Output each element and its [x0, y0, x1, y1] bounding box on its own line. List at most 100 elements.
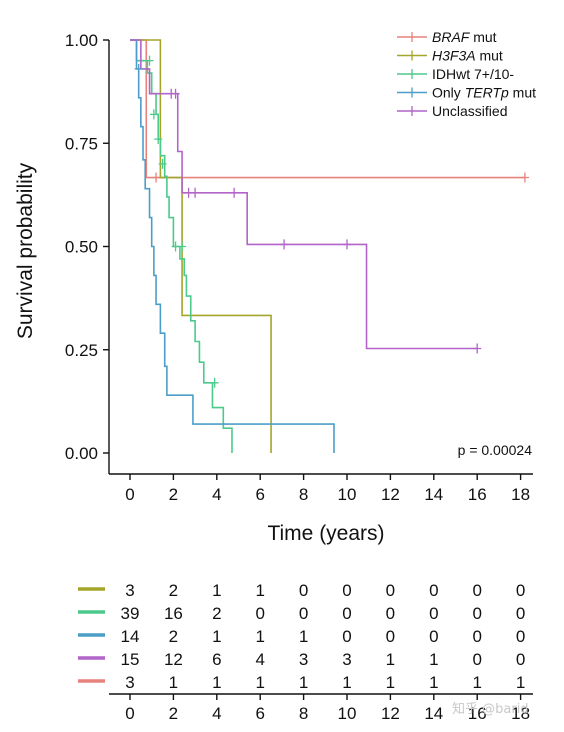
y-tick-label: 1.00 — [65, 31, 98, 50]
y-tick-label: 0.75 — [65, 134, 98, 153]
x-tick-label: 10 — [338, 485, 357, 504]
risk-cell: 0 — [516, 581, 525, 600]
legend-label: BRAF mut — [432, 29, 497, 45]
risk-cell: 1 — [255, 627, 264, 646]
risk-cell: 1 — [472, 673, 481, 692]
legend-label-part: BRAF — [432, 29, 471, 45]
y-tick-label: 0.50 — [65, 238, 98, 257]
legend-label-part: TERTp — [465, 85, 509, 101]
censor-mark — [149, 109, 158, 120]
risk-x-tick-label: 18 — [511, 704, 530, 723]
risk-cell: 15 — [121, 650, 140, 669]
censor-mark — [178, 241, 187, 252]
risk-cell: 0 — [299, 604, 308, 623]
risk-cell: 3 — [125, 673, 134, 692]
censor-mark — [191, 187, 200, 198]
x-tick-label: 6 — [255, 485, 264, 504]
legend-label-part: Unclassified — [432, 103, 507, 119]
legend-label: Unclassified — [432, 103, 507, 119]
risk-cell: 0 — [429, 581, 438, 600]
risk-cell: 0 — [472, 581, 481, 600]
risk-x-tick-label: 8 — [299, 704, 308, 723]
risk-cell: 0 — [516, 604, 525, 623]
legend-label-part: mut — [469, 29, 496, 45]
risk-cell: 1 — [212, 673, 221, 692]
p-value-annotation: p = 0.00024 — [458, 442, 533, 458]
censor-mark — [210, 377, 219, 388]
x-tick-label: 16 — [468, 485, 487, 504]
risk-cell: 6 — [212, 650, 221, 669]
risk-x-tick-label: 2 — [169, 704, 178, 723]
risk-cell: 12 — [164, 650, 183, 669]
x-axis-title: Time (years) — [267, 522, 384, 545]
legend-label: IDHwt 7+/10- — [432, 66, 514, 82]
legend-label-part: mut — [476, 48, 503, 64]
censor-mark — [520, 172, 529, 183]
y-tick-label: 0.25 — [65, 341, 98, 360]
censor-mark — [158, 158, 167, 169]
legend-label-part: H3F3A — [432, 48, 476, 64]
risk-cell: 0 — [516, 650, 525, 669]
x-tick-label: 0 — [125, 485, 134, 504]
risk-cell: 1 — [386, 673, 395, 692]
risk-cell: 3 — [299, 650, 308, 669]
x-ticks: 0 2 4 6 8 10 12 14 16 18 — [125, 474, 530, 504]
risk-cell: 0 — [429, 627, 438, 646]
risk-cell: 0 — [342, 604, 351, 623]
risk-cell: 14 — [121, 627, 140, 646]
risk-cell: 2 — [169, 581, 178, 600]
risk-cell: 0 — [386, 581, 395, 600]
censor-mark — [473, 343, 482, 354]
risk-cell: 0 — [299, 581, 308, 600]
risk-x-tick-label: 0 — [125, 704, 134, 723]
x-tick-label: 4 — [212, 485, 221, 504]
risk-cell: 0 — [342, 581, 351, 600]
risk-cell: 2 — [212, 604, 221, 623]
risk-table: 3 2 1 1 0 0 0 0 0 039 16 2 0 0 0 0 0 0 014 2 1 1 1 0 0 0 0 015 12 6 4 3… — [78, 581, 533, 723]
y-axis-title: Survival probability — [14, 162, 37, 339]
x-tick-label: 12 — [381, 485, 400, 504]
legend-label-part: mut — [509, 85, 536, 101]
censor-mark — [230, 187, 239, 198]
risk-x-tick-label: 6 — [255, 704, 264, 723]
survival-curve-3 — [130, 39, 335, 453]
censor-mark — [343, 239, 351, 250]
risk-cell: 1 — [429, 673, 438, 692]
risk-table-rows: 3 2 1 1 0 0 0 0 0 0 39 16 2 0 0 0 0 0 0 0 14 2 1 1 1 0 0 0 0 0 15 12 6 4 3… — [78, 581, 525, 692]
risk-cell: 0 — [429, 604, 438, 623]
risk-cell: 0 — [255, 604, 264, 623]
risk-cell: 3 — [125, 581, 134, 600]
risk-cell: 0 — [472, 650, 481, 669]
censor-mark — [145, 55, 154, 66]
risk-cell: 1 — [212, 627, 221, 646]
risk-cell: 16 — [164, 604, 183, 623]
censor-mark — [152, 172, 161, 183]
risk-table-x-ticks: 0 2 4 6 8 10 12 14 16 18 — [125, 694, 530, 723]
axes — [108, 40, 533, 475]
risk-cell: 1 — [429, 650, 438, 669]
risk-x-tick-label: 10 — [338, 704, 357, 723]
risk-cell: 0 — [386, 627, 395, 646]
legend-label: Only TERTp mut — [432, 85, 536, 101]
y-tick-label: 0.00 — [65, 444, 98, 463]
risk-cell: 4 — [255, 650, 264, 669]
risk-cell: 1 — [299, 673, 308, 692]
censor-mark — [134, 63, 143, 74]
x-tick-label: 8 — [299, 485, 308, 504]
x-tick-label: 18 — [511, 485, 530, 504]
risk-x-tick-label: 14 — [424, 704, 443, 723]
risk-cell: 0 — [516, 627, 525, 646]
legend-label-part: Only — [432, 85, 465, 101]
legend-label: H3F3A mut — [432, 48, 503, 64]
risk-cell: 1 — [386, 650, 395, 669]
censor-mark — [171, 88, 180, 99]
risk-cell: 1 — [342, 673, 351, 692]
risk-x-tick-label: 4 — [212, 704, 221, 723]
risk-cell: 1 — [212, 581, 221, 600]
censor-mark — [154, 134, 163, 145]
risk-cell: 1 — [255, 581, 264, 600]
risk-x-tick-label: 16 — [468, 704, 487, 723]
x-tick-label: 2 — [169, 485, 178, 504]
